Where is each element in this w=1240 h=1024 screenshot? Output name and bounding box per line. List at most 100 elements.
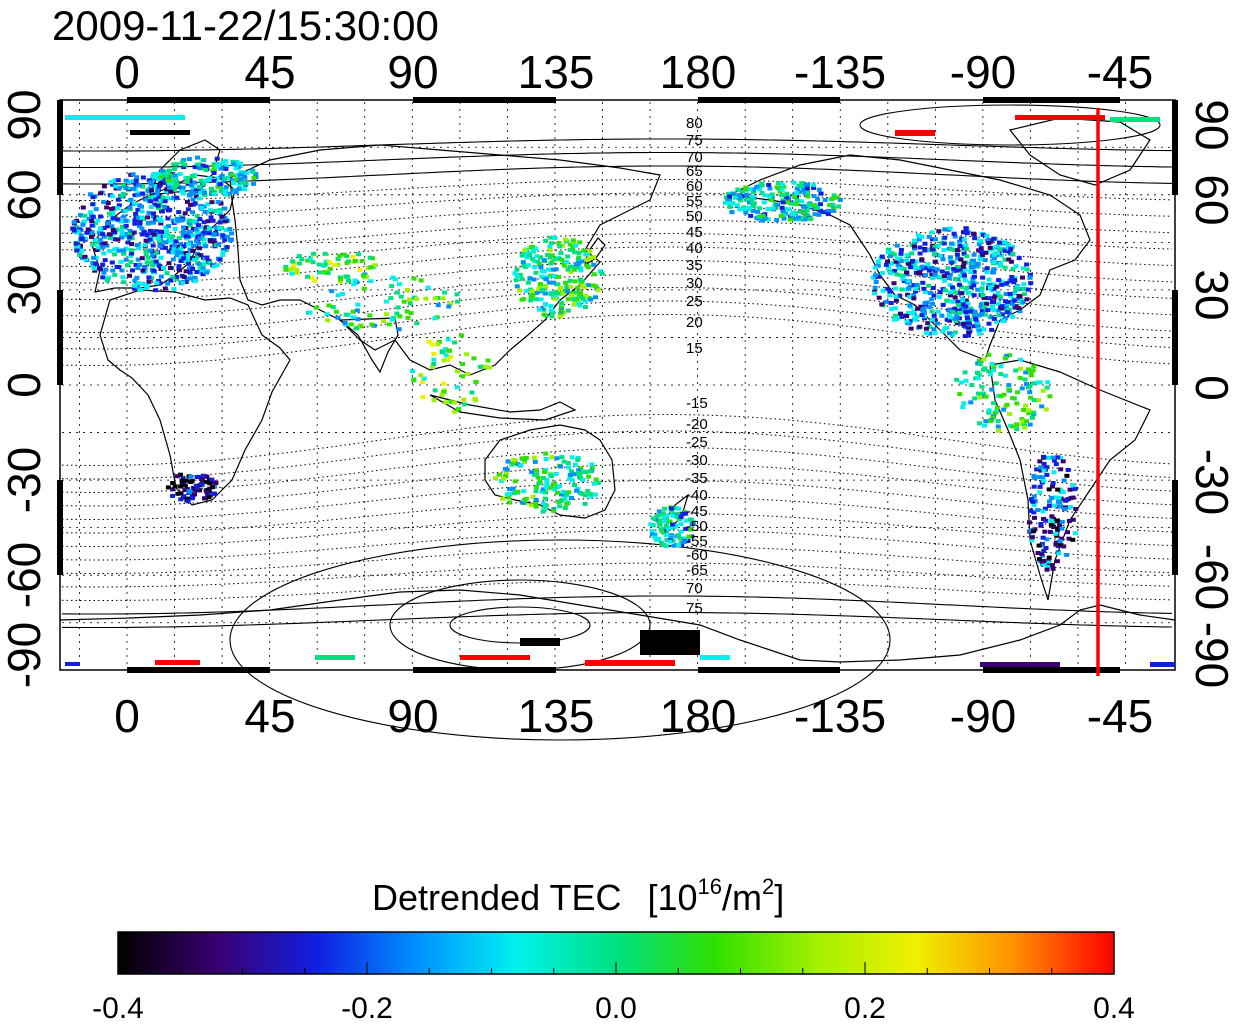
tec-point xyxy=(919,257,925,262)
tec-point xyxy=(242,187,248,192)
tec-point xyxy=(152,202,158,207)
tec-point xyxy=(136,246,142,251)
tec-point xyxy=(439,350,445,355)
tec-point xyxy=(572,462,578,467)
tec-point xyxy=(885,250,891,255)
tec-point xyxy=(325,318,331,323)
tec-point xyxy=(531,277,537,282)
tec-point xyxy=(1021,282,1027,287)
tec-point xyxy=(532,259,538,264)
tec-point xyxy=(435,296,441,300)
tec-point xyxy=(1028,281,1034,286)
tec-point xyxy=(743,187,749,192)
tec-point xyxy=(130,268,135,273)
tec-point xyxy=(888,301,894,305)
tec-point xyxy=(326,303,332,308)
tec-point xyxy=(167,207,173,212)
tec-point xyxy=(383,299,389,304)
tec-point xyxy=(946,276,952,281)
tec-point xyxy=(1005,244,1011,249)
frame-segment xyxy=(413,97,556,103)
tec-point xyxy=(350,309,356,314)
tec-point xyxy=(323,259,329,264)
tec-point xyxy=(652,535,658,540)
tec-point xyxy=(1061,544,1067,549)
tec-point xyxy=(553,290,558,295)
tec-point xyxy=(133,211,139,216)
tec-point xyxy=(91,266,97,271)
mlat-contour xyxy=(61,562,1173,588)
tec-point xyxy=(211,232,217,237)
tec-point xyxy=(811,185,816,190)
tec-point xyxy=(159,209,165,214)
tec-point xyxy=(917,271,923,276)
tec-point xyxy=(553,472,559,476)
tec-point xyxy=(961,237,967,242)
tec-point xyxy=(1013,264,1019,269)
tec-point xyxy=(953,290,958,295)
tec-point xyxy=(897,256,903,261)
tec-point xyxy=(593,284,599,289)
tec-point xyxy=(1002,240,1008,245)
tec-point xyxy=(1040,509,1046,514)
tec-point xyxy=(187,229,193,234)
tec-point xyxy=(162,204,168,209)
tec-point xyxy=(199,206,205,211)
tec-point xyxy=(548,267,554,272)
tec-point xyxy=(755,209,761,214)
tec-point xyxy=(217,212,223,217)
tec-point xyxy=(1055,526,1061,531)
tec-point xyxy=(397,314,403,319)
tec-point xyxy=(118,219,124,224)
tec-point xyxy=(798,216,804,220)
tec-point xyxy=(1038,465,1044,470)
tec-point xyxy=(1013,287,1019,291)
tec-point xyxy=(452,409,458,414)
tec-point xyxy=(1037,484,1043,489)
tec-point xyxy=(583,305,588,309)
tec-point xyxy=(113,184,118,189)
tec-point xyxy=(166,185,172,190)
tec-point xyxy=(149,276,155,281)
tec-point xyxy=(919,264,925,269)
tec-point xyxy=(431,357,437,362)
tec-point xyxy=(977,238,983,243)
tec-point xyxy=(919,234,925,239)
tec-point xyxy=(105,221,110,226)
tec-point xyxy=(1031,381,1037,386)
tec-point xyxy=(1026,408,1032,413)
tec-point xyxy=(547,248,553,253)
tec-point xyxy=(237,172,243,177)
tec-point xyxy=(1058,456,1063,460)
tec-point xyxy=(975,361,981,366)
tec-point xyxy=(432,388,438,393)
tec-point xyxy=(173,239,179,244)
top-tick-135: 135 xyxy=(518,46,595,98)
tec-point xyxy=(187,218,193,223)
tec-point xyxy=(206,231,212,236)
top-tick-m45: -45 xyxy=(1087,46,1153,98)
tec-point xyxy=(107,236,113,240)
tec-point xyxy=(1073,507,1079,511)
tec-point xyxy=(104,243,110,248)
tec-point xyxy=(1002,299,1008,304)
tec-point xyxy=(589,464,595,469)
tec-point xyxy=(977,313,983,318)
mlat-contour xyxy=(61,480,1173,520)
tec-point xyxy=(194,475,200,479)
tec-point xyxy=(982,258,988,263)
tec-point xyxy=(892,306,898,311)
tec-point xyxy=(588,494,594,499)
tec-point xyxy=(955,256,961,261)
tec-point xyxy=(209,485,215,490)
tec-point xyxy=(216,209,222,214)
mlat-contour xyxy=(62,546,1173,574)
tec-point xyxy=(894,243,900,248)
tec-point xyxy=(212,167,217,171)
tec-point xyxy=(569,293,574,298)
tec-point xyxy=(984,302,990,307)
tec-point xyxy=(934,267,940,272)
tec-point xyxy=(153,229,159,234)
tec-point xyxy=(821,210,827,215)
tec-point xyxy=(942,274,947,279)
